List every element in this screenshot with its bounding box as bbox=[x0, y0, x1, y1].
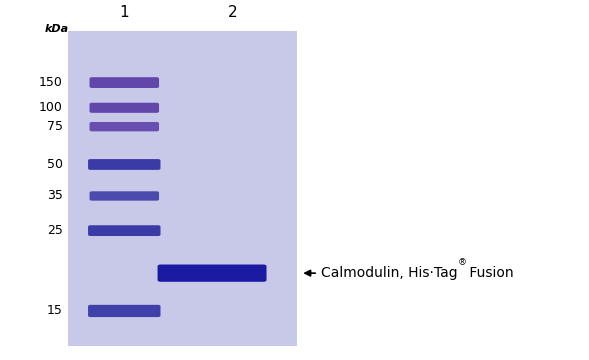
Text: 75: 75 bbox=[47, 120, 63, 133]
Text: 100: 100 bbox=[39, 101, 63, 114]
Text: Calmodulin, His·Tag: Calmodulin, His·Tag bbox=[321, 266, 458, 280]
Text: 2: 2 bbox=[228, 5, 237, 20]
FancyBboxPatch shape bbox=[90, 77, 159, 88]
Text: 150: 150 bbox=[39, 76, 63, 89]
FancyBboxPatch shape bbox=[88, 305, 160, 317]
Text: 25: 25 bbox=[47, 224, 63, 237]
FancyBboxPatch shape bbox=[90, 122, 159, 131]
Text: ®: ® bbox=[458, 258, 466, 267]
Text: 50: 50 bbox=[47, 158, 63, 171]
Text: 35: 35 bbox=[47, 189, 63, 202]
Text: Fusion: Fusion bbox=[465, 266, 514, 280]
FancyBboxPatch shape bbox=[88, 159, 160, 170]
Bar bbox=[68, 31, 297, 346]
Text: 1: 1 bbox=[119, 5, 128, 20]
FancyBboxPatch shape bbox=[90, 191, 159, 201]
FancyBboxPatch shape bbox=[157, 265, 266, 282]
FancyBboxPatch shape bbox=[90, 103, 159, 113]
FancyBboxPatch shape bbox=[88, 225, 160, 236]
Text: kDa: kDa bbox=[44, 24, 68, 34]
Text: 15: 15 bbox=[47, 305, 63, 318]
